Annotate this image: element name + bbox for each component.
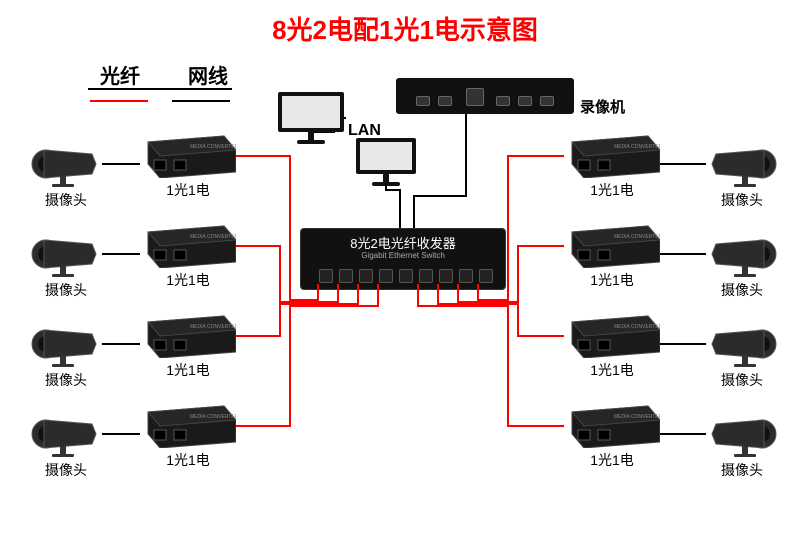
svg-text:MEDIA CONVERTER: MEDIA CONVERTER <box>614 324 660 330</box>
media-converter: MEDIA CONVERTER 1光1电 <box>564 402 660 448</box>
legend-fiber-sample <box>90 100 148 102</box>
legend-ethernet-sample <box>172 100 230 102</box>
fiber-cable <box>438 284 564 336</box>
media-converter: MEDIA CONVERTER 1光1电 <box>564 222 660 268</box>
svg-text:MEDIA CONVERTER: MEDIA CONVERTER <box>190 234 236 240</box>
converter-label: 1光1电 <box>564 180 660 200</box>
camera-label: 摄像头 <box>706 280 778 300</box>
camera-device: 摄像头 <box>30 410 102 458</box>
svg-text:MEDIA CONVERTER: MEDIA CONVERTER <box>614 414 660 420</box>
camera-device: 摄像头 <box>30 230 102 278</box>
fiber-cable <box>418 284 564 426</box>
switch-port <box>459 269 473 283</box>
nvr-port <box>496 96 510 106</box>
switch-sublabel: Gigabit Ethernet Switch <box>361 251 445 260</box>
fiber-switch: 8光2电光纤收发器 Gigabit Ethernet Switch <box>300 228 506 290</box>
switch-port <box>359 269 373 283</box>
camera-label: 摄像头 <box>30 370 102 390</box>
media-converter: MEDIA CONVERTER 1光1电 <box>140 312 236 358</box>
camera-label: 摄像头 <box>706 460 778 480</box>
svg-text:MEDIA CONVERTER: MEDIA CONVERTER <box>614 144 660 150</box>
media-converter: MEDIA CONVERTER 1光1电 <box>140 402 236 448</box>
switch-port <box>339 269 353 283</box>
nvr-port <box>540 96 554 106</box>
camera-device: 摄像头 <box>706 230 778 278</box>
media-converter: MEDIA CONVERTER 1光1电 <box>140 222 236 268</box>
legend-ethernet-label: 网线 <box>188 60 228 89</box>
switch-port <box>439 269 453 283</box>
fiber-cable <box>236 284 358 336</box>
camera-device: 摄像头 <box>30 320 102 368</box>
legend-underline <box>88 88 232 90</box>
media-converter: MEDIA CONVERTER 1光1电 <box>564 132 660 178</box>
converter-label: 1光1电 <box>140 270 236 290</box>
switch-port <box>399 269 413 283</box>
switch-port <box>379 269 393 283</box>
converter-label: 1光1电 <box>564 450 660 470</box>
diagram-title: 8光2电配1光1电示意图 <box>272 10 538 47</box>
fiber-cable <box>236 284 378 426</box>
camera-label: 摄像头 <box>30 460 102 480</box>
camera-device: 摄像头 <box>30 140 102 188</box>
camera-label: 摄像头 <box>30 280 102 300</box>
legend-fiber-label: 光纤 <box>100 60 140 89</box>
nvr-port <box>438 96 452 106</box>
switch-label: 8光2电光纤收发器 <box>350 233 455 252</box>
converter-label: 1光1电 <box>564 270 660 290</box>
camera-label: 摄像头 <box>706 190 778 210</box>
nvr-port <box>466 88 484 106</box>
svg-text:MEDIA CONVERTER: MEDIA CONVERTER <box>190 414 236 420</box>
ethernet-cable <box>414 114 466 228</box>
monitor <box>276 90 346 146</box>
camera-device: 摄像头 <box>706 410 778 458</box>
media-converter: MEDIA CONVERTER 1光1电 <box>564 312 660 358</box>
nvr-port <box>416 96 430 106</box>
converter-label: 1光1电 <box>140 450 236 470</box>
svg-text:MEDIA CONVERTER: MEDIA CONVERTER <box>614 234 660 240</box>
media-converter: MEDIA CONVERTER 1光1电 <box>140 132 236 178</box>
converter-label: 1光1电 <box>140 180 236 200</box>
camera-device: 摄像头 <box>706 140 778 188</box>
camera-label: 摄像头 <box>30 190 102 210</box>
monitor <box>354 136 418 188</box>
switch-port <box>419 269 433 283</box>
nvr-port <box>518 96 532 106</box>
converter-label: 1光1电 <box>564 360 660 380</box>
switch-port <box>319 269 333 283</box>
svg-text:MEDIA CONVERTER: MEDIA CONVERTER <box>190 324 236 330</box>
converter-label: 1光1电 <box>140 360 236 380</box>
camera-device: 摄像头 <box>706 320 778 368</box>
svg-text:MEDIA CONVERTER: MEDIA CONVERTER <box>190 144 236 150</box>
switch-port <box>479 269 493 283</box>
nvr-device <box>396 78 574 114</box>
camera-label: 摄像头 <box>706 370 778 390</box>
nvr-label: 录像机 <box>580 96 625 117</box>
